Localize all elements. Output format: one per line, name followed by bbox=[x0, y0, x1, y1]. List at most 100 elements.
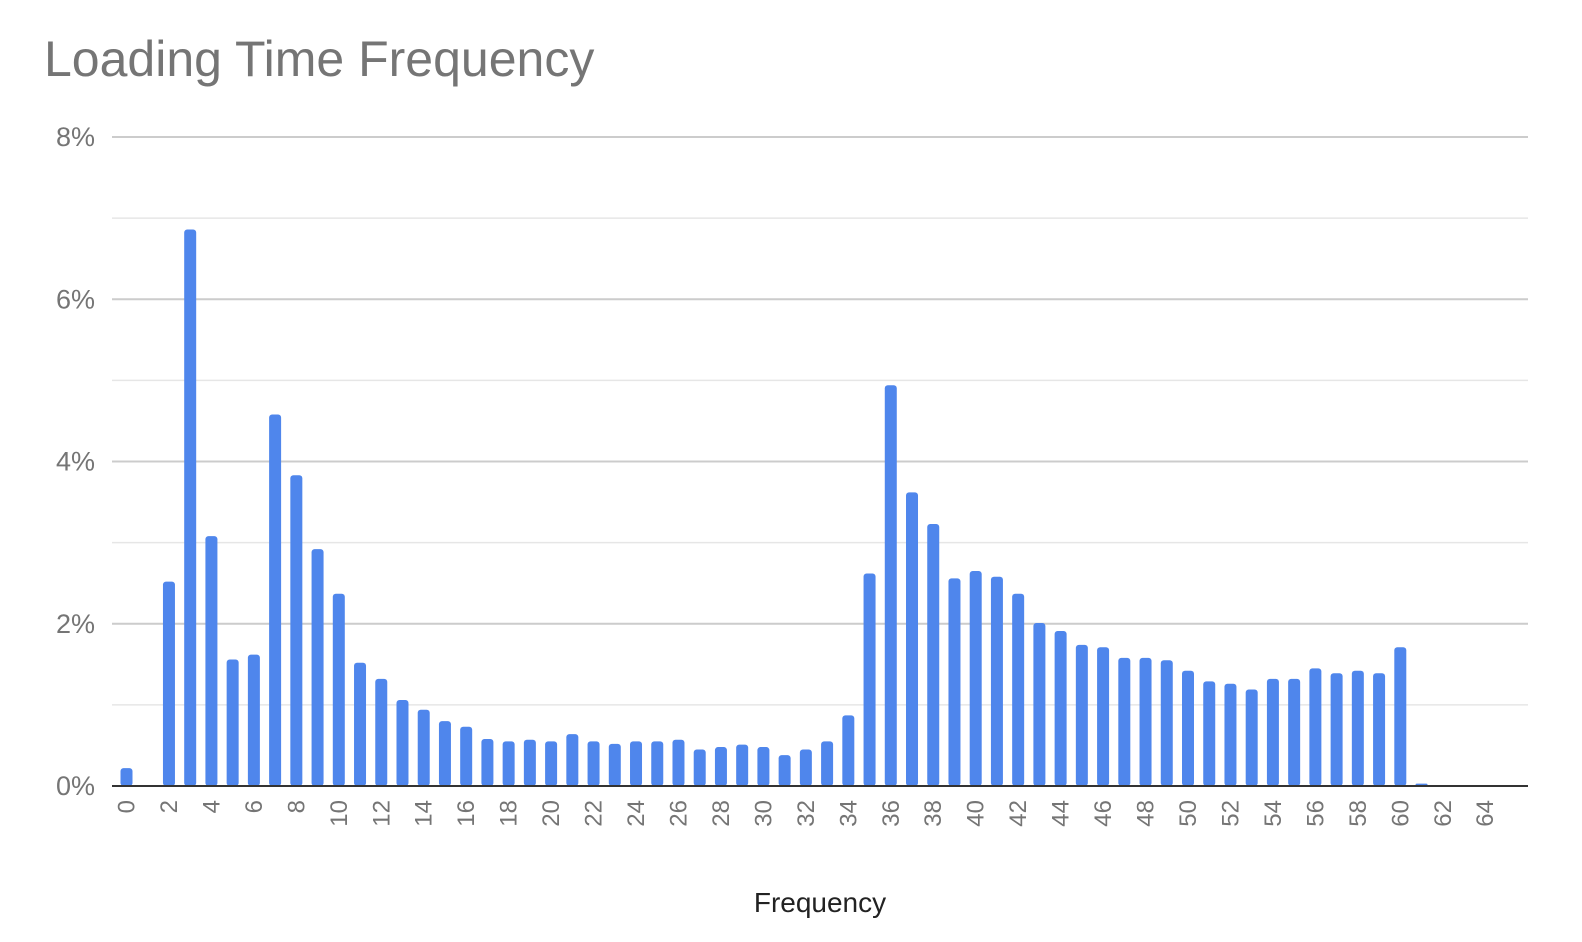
bar bbox=[269, 414, 282, 786]
x-axis-ticks: 0 2 4 6 8 10 12 14 16 18 20 22 24 26 28 30 32 34 36 38 40 42 4… bbox=[114, 800, 1500, 827]
y-tick-label: 6% bbox=[56, 284, 95, 314]
bar bbox=[375, 678, 388, 786]
y-tick-label: 0% bbox=[56, 771, 95, 801]
bar bbox=[502, 741, 515, 786]
bar bbox=[1245, 689, 1258, 786]
bar bbox=[332, 593, 345, 786]
chart-title: Loading Time Frequency bbox=[44, 31, 595, 87]
gridlines bbox=[112, 136, 1528, 706]
bar bbox=[1160, 660, 1173, 786]
bar bbox=[1288, 678, 1301, 786]
bar bbox=[523, 739, 536, 786]
x-tick-label: 4 bbox=[198, 800, 225, 813]
bar bbox=[906, 492, 919, 786]
x-tick-label: 44 bbox=[1048, 800, 1075, 827]
x-tick-label: 12 bbox=[368, 800, 395, 827]
bar bbox=[693, 749, 706, 786]
bar bbox=[1394, 647, 1407, 786]
x-tick-label: 40 bbox=[963, 800, 990, 827]
bar bbox=[1309, 668, 1322, 786]
x-tick-label: 52 bbox=[1217, 800, 1244, 827]
bar bbox=[587, 741, 600, 786]
bar bbox=[1224, 683, 1237, 786]
bar bbox=[1054, 631, 1067, 786]
bar bbox=[226, 659, 239, 786]
bar bbox=[842, 715, 855, 786]
x-tick-label: 46 bbox=[1090, 800, 1117, 827]
bar bbox=[290, 475, 303, 786]
bar bbox=[1182, 670, 1194, 786]
x-tick-label: 54 bbox=[1260, 800, 1287, 827]
x-tick-label: 62 bbox=[1430, 800, 1457, 827]
bar bbox=[757, 747, 770, 786]
bar bbox=[1012, 593, 1025, 786]
bar bbox=[162, 581, 175, 786]
bar bbox=[247, 654, 260, 786]
x-tick-label: 14 bbox=[411, 800, 438, 827]
bar bbox=[863, 573, 876, 786]
bar bbox=[1075, 644, 1088, 786]
x-tick-label: 50 bbox=[1175, 800, 1202, 827]
bar bbox=[630, 741, 643, 786]
x-tick-label: 10 bbox=[326, 800, 353, 827]
x-tick-label: 0 bbox=[114, 800, 141, 813]
bar bbox=[990, 576, 1003, 786]
x-tick-label: 2 bbox=[156, 800, 183, 813]
bar bbox=[1097, 647, 1110, 786]
bars bbox=[120, 229, 1428, 787]
y-tick-label: 8% bbox=[56, 122, 95, 152]
y-tick-label: 2% bbox=[56, 609, 95, 639]
x-tick-label: 30 bbox=[750, 800, 777, 827]
x-axis-title: Frequency bbox=[754, 887, 886, 918]
bar bbox=[672, 739, 685, 786]
bar bbox=[396, 700, 409, 786]
x-tick-label: 42 bbox=[1005, 800, 1032, 827]
bar bbox=[778, 755, 791, 786]
bar bbox=[948, 578, 961, 786]
bar bbox=[1118, 657, 1131, 786]
bar bbox=[884, 385, 897, 786]
bar bbox=[1373, 673, 1386, 786]
x-tick-label: 48 bbox=[1133, 800, 1160, 827]
bar bbox=[1330, 673, 1343, 786]
x-tick-label: 22 bbox=[581, 800, 608, 827]
bar bbox=[184, 229, 197, 787]
x-tick-label: 28 bbox=[708, 800, 735, 827]
y-tick-label: 4% bbox=[56, 447, 95, 477]
x-tick-label: 34 bbox=[835, 800, 862, 827]
bar bbox=[1033, 622, 1046, 786]
bar bbox=[736, 744, 749, 786]
bar bbox=[354, 662, 367, 786]
x-tick-label: 24 bbox=[623, 800, 650, 827]
bar bbox=[438, 721, 451, 786]
bar bbox=[460, 726, 473, 786]
x-tick-label: 56 bbox=[1302, 800, 1329, 827]
bar bbox=[417, 709, 430, 786]
bar bbox=[566, 734, 579, 786]
y-axis-ticks: 0% 2% 4% 6% 8% bbox=[56, 122, 95, 801]
bar bbox=[969, 571, 982, 786]
bar bbox=[545, 741, 558, 786]
x-tick-label: 64 bbox=[1472, 800, 1499, 827]
bar bbox=[1351, 670, 1364, 786]
bar bbox=[821, 741, 834, 786]
bar bbox=[608, 743, 621, 786]
x-tick-label: 26 bbox=[665, 800, 692, 827]
bar bbox=[311, 549, 324, 786]
bar bbox=[1266, 678, 1279, 786]
x-tick-label: 18 bbox=[496, 800, 523, 827]
bar bbox=[1139, 657, 1152, 786]
x-tick-label: 58 bbox=[1345, 800, 1372, 827]
bar bbox=[1203, 681, 1216, 786]
bar bbox=[714, 747, 727, 786]
bar bbox=[651, 741, 664, 786]
x-tick-label: 8 bbox=[283, 800, 310, 813]
bar bbox=[120, 768, 133, 786]
x-tick-label: 36 bbox=[878, 800, 905, 827]
bar bbox=[927, 523, 940, 786]
bar bbox=[205, 536, 218, 786]
x-tick-label: 16 bbox=[453, 800, 480, 827]
x-tick-label: 38 bbox=[920, 800, 947, 827]
x-tick-label: 60 bbox=[1387, 800, 1414, 827]
